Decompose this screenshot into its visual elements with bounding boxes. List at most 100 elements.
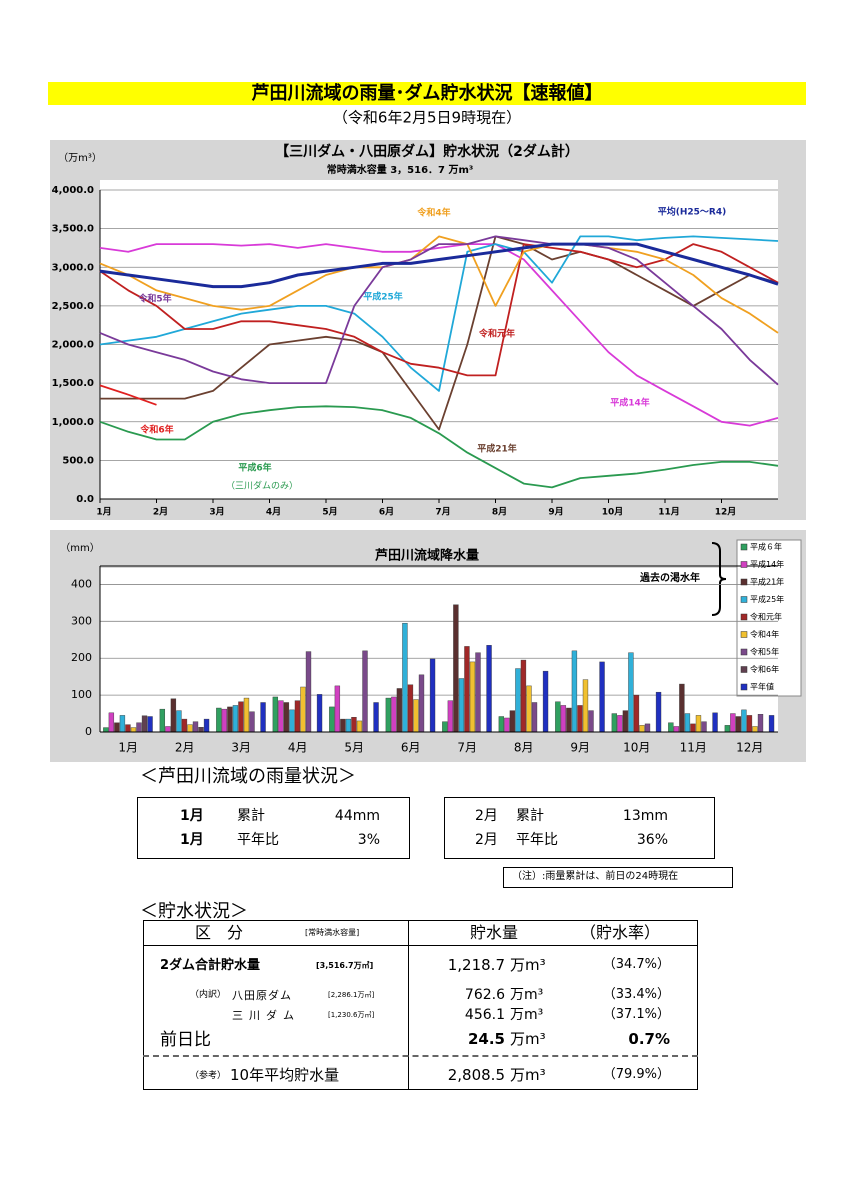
bar <box>560 705 567 733</box>
bar <box>147 716 153 733</box>
series-label: 令和6年 <box>139 424 173 436</box>
value: 36% <box>636 832 668 848</box>
bar <box>272 696 279 733</box>
bar <box>407 684 414 733</box>
bar <box>679 683 685 733</box>
bar <box>684 713 691 733</box>
series-line <box>99 242 779 289</box>
bar <box>329 706 335 733</box>
legend-label: 平成21年 <box>750 577 784 587</box>
value: 44mm <box>334 808 380 824</box>
charts: 芦田川流域の雨量･ダム貯水状況【速報値】 （令和6年2月5日9時現在） 【三川ダ… <box>48 82 806 762</box>
bar <box>622 710 629 733</box>
x-tick-label: 2月 <box>175 741 195 755</box>
bar <box>203 718 210 733</box>
bar <box>418 674 425 733</box>
rain-box <box>444 797 715 859</box>
x-tick-label: 5月 <box>344 741 364 755</box>
bar <box>555 701 561 733</box>
bar <box>531 702 538 733</box>
bar <box>577 705 583 733</box>
bar <box>373 702 379 733</box>
unit: 万m³ <box>510 956 546 974</box>
series-label: 令和元年 <box>478 328 515 340</box>
row-label: 2ダム合計貯水量 <box>160 958 261 973</box>
bar <box>588 710 594 733</box>
bar <box>475 652 481 733</box>
bar <box>356 720 363 733</box>
bar <box>238 701 244 733</box>
series-label: 令和4年 <box>416 207 450 219</box>
month: 2月 <box>475 832 498 848</box>
bar <box>504 717 510 733</box>
bar <box>278 700 284 733</box>
y-tick-label: 500.0 <box>62 455 94 466</box>
note-box <box>503 867 733 888</box>
series-label: 平成14年 <box>610 397 650 409</box>
bar <box>599 661 605 733</box>
y-tick-label: 0.0 <box>76 494 94 505</box>
header: [常時満水容量] <box>305 928 360 937</box>
bar <box>690 723 696 733</box>
bar <box>566 707 572 733</box>
series-line <box>100 235 779 431</box>
bar <box>617 715 623 733</box>
bar <box>334 685 341 733</box>
series-label: 令和5年 <box>137 293 171 305</box>
y-tick-label: 200 <box>71 651 92 664</box>
bar <box>655 691 662 733</box>
bar <box>130 727 137 733</box>
y-tick-label: 4,000.0 <box>52 185 94 196</box>
x-tick-label: 6月 <box>401 741 421 755</box>
legend-swatch <box>740 683 748 691</box>
bar <box>735 716 742 733</box>
bar <box>752 726 758 733</box>
capacity: [2,286.1万㎥] <box>328 991 375 999</box>
x-tick-label: 8月 <box>492 507 507 518</box>
bar <box>712 712 718 733</box>
plot-area <box>100 568 778 732</box>
row-note: （内訳） <box>190 990 227 1000</box>
bar <box>611 713 618 733</box>
volume: 762.6 <box>464 987 505 1003</box>
bar <box>396 688 403 733</box>
series-line <box>99 243 779 427</box>
x-tick-label: 10月 <box>602 507 624 518</box>
section-title: ＜貯水状況＞ <box>140 901 248 922</box>
x-tick-label: 3月 <box>209 507 224 518</box>
series-label: 平成25年 <box>363 291 403 303</box>
row-label: 前日比 <box>160 1030 211 1050</box>
bar <box>192 721 199 733</box>
y-tick-label: 1,500.0 <box>52 378 94 389</box>
x-tick-label: 1月 <box>96 507 111 518</box>
x-tick-label: 12月 <box>736 741 763 755</box>
series-line <box>99 235 779 392</box>
bar <box>249 711 255 733</box>
y-tick-label: 400 <box>71 577 92 590</box>
bar <box>628 652 634 733</box>
bar <box>701 721 707 733</box>
x-tick-label: 5月 <box>322 507 337 518</box>
bar <box>340 718 346 733</box>
volume: 24.5 <box>467 1030 505 1048</box>
series-line <box>99 405 779 489</box>
unit: 万m³ <box>510 1007 544 1023</box>
rate: 0.7% <box>628 1030 670 1048</box>
bar <box>464 646 470 733</box>
header: 区 分 <box>195 923 244 942</box>
bar <box>316 694 323 733</box>
y-axis-label: （mm） <box>60 542 99 554</box>
bar <box>582 679 589 733</box>
chart-title: 芦田川流域降水量 <box>375 548 479 564</box>
legend-label: 令和5年 <box>750 647 779 657</box>
bar <box>221 708 228 733</box>
value: 3% <box>357 832 380 848</box>
bar <box>243 697 250 733</box>
x-tick-label: 12月 <box>715 507 737 518</box>
legend-label: 令和4年 <box>750 629 779 639</box>
x-tick-label: 11月 <box>658 507 680 518</box>
legend-title: 過去の渇水年 <box>639 571 700 584</box>
bar <box>509 710 516 733</box>
bar <box>695 715 702 733</box>
bar <box>176 710 182 733</box>
